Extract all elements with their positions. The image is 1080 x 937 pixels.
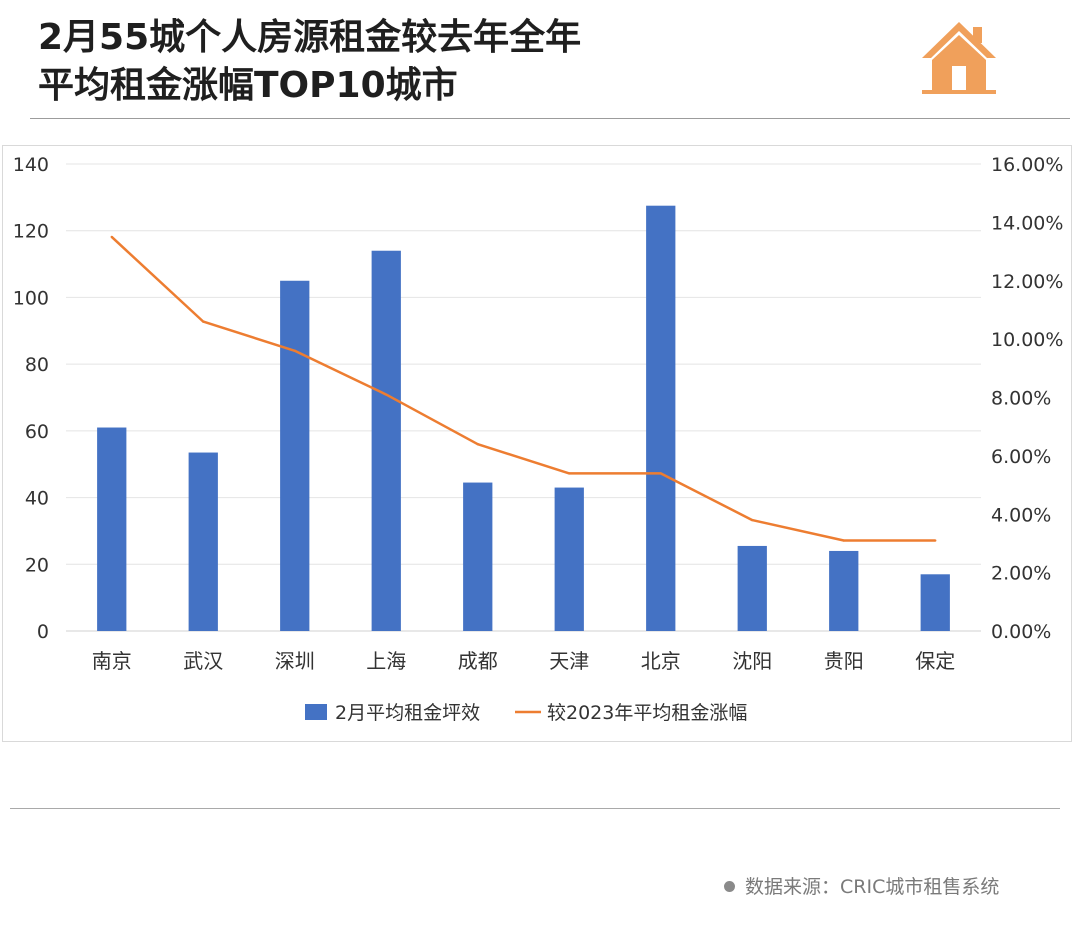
y-right-tick-label: 4.00% (991, 504, 1051, 526)
line-point (659, 472, 662, 475)
legend-label-bar: 2月平均租金坪效 (335, 702, 480, 724)
x-tick-label: 沈阳 (732, 649, 772, 673)
y-left-tick-label: 140 (13, 154, 49, 176)
bar (280, 280, 310, 631)
chart-canvas: 0 20 40 60 80 100 120 140 0.00% 2.00% 4.00% 6.00% 8.… (13, 154, 1064, 724)
y-left-tick-label: 20 (25, 554, 49, 576)
x-tick-label: 贵阳 (824, 649, 864, 673)
chart-panel: 0 20 40 60 80 100 120 140 0.00% 2.00% 4.00% 6.00% 8.… (2, 145, 1072, 742)
x-tick-label: 武汉 (183, 649, 223, 673)
line-point (293, 349, 296, 352)
y-right-tick-label: 14.00% (991, 212, 1063, 234)
y-right-tick-label: 6.00% (991, 446, 1051, 468)
x-tick-label: 保定 (915, 649, 955, 673)
y-right-tick-label: 2.00% (991, 563, 1051, 585)
line-point (751, 518, 754, 522)
source-note: 数据来源：CRIC城市租售系统 (724, 872, 999, 899)
y-right-tick-label: 16.00% (991, 154, 1063, 176)
line-point (202, 320, 205, 323)
bar (371, 250, 401, 631)
chart-title-line-2: 平均租金涨幅TOP10城市 (38, 65, 458, 106)
y-left-tick-label: 60 (25, 421, 49, 443)
chart-title-line-1: 2月55城个人房源租金较去年全年 (38, 17, 582, 58)
legend-label-line: 较2023年平均租金涨幅 (547, 702, 747, 724)
y-left-tick-label: 0 (37, 621, 49, 643)
bar (829, 550, 859, 631)
y-right-tick-label: 8.00% (991, 388, 1051, 410)
footer-divider (10, 808, 1060, 809)
series-line (110, 236, 936, 542)
x-tick-label: 南京 (92, 649, 132, 673)
y-left-tick-label: 40 (25, 488, 49, 510)
y-right-tick-label: 12.00% (991, 271, 1063, 293)
title-divider (30, 118, 1070, 119)
bar (646, 205, 676, 632)
x-tick-label: 深圳 (275, 649, 315, 673)
line-point (568, 472, 571, 475)
x-tick-label: 上海 (366, 649, 406, 673)
bar (737, 545, 767, 631)
house-icon (922, 22, 996, 94)
source-label: 数据来源：CRIC城市租售系统 (745, 876, 1000, 898)
y-left-tick-label: 100 (13, 287, 49, 309)
y-left-tick-label: 80 (25, 354, 49, 376)
dot-icon (724, 881, 735, 892)
bar (97, 427, 127, 631)
bar (463, 482, 493, 631)
bar (188, 452, 218, 631)
y-right-tick-label: 10.00% (991, 329, 1063, 351)
bar (920, 574, 950, 631)
line-point (476, 443, 479, 446)
x-tick-label: 天津 (549, 649, 589, 673)
legend-swatch-bar (305, 704, 327, 720)
x-tick-label: 北京 (641, 649, 681, 673)
y-right-tick-label: 0.00% (991, 621, 1051, 643)
x-tick-label: 成都 (458, 649, 498, 673)
bar (554, 487, 584, 631)
line-point (110, 235, 113, 239)
line-point (842, 539, 845, 542)
y-left-tick-label: 120 (13, 221, 49, 243)
line-point (934, 539, 937, 542)
chart-title: 2月55城个人房源租金较去年全年 平均租金涨幅TOP10城市 (38, 14, 898, 110)
line-point (385, 393, 388, 396)
